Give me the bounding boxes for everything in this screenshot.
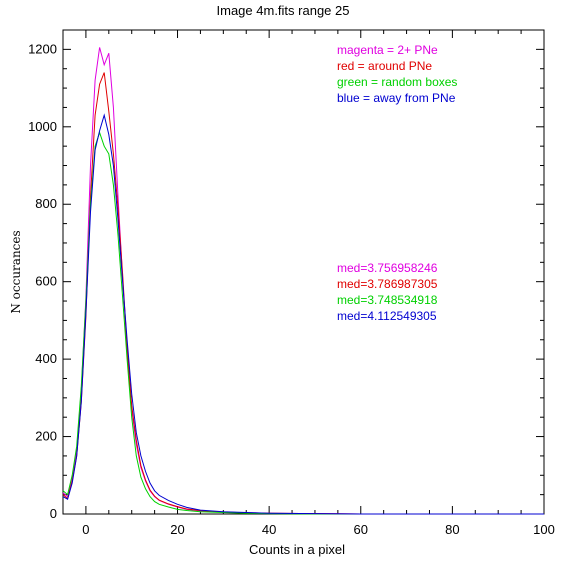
legend: magenta = 2+ PNe red = around PNe green = … bbox=[337, 43, 457, 105]
y-tick-label: 600 bbox=[35, 274, 57, 289]
series-lines bbox=[62, 47, 544, 515]
median-label: med=3.748534918 bbox=[337, 293, 438, 307]
x-tick-label: 100 bbox=[533, 522, 555, 537]
x-tick-label: 40 bbox=[262, 522, 276, 537]
series-line-3 bbox=[62, 113, 544, 515]
legend-entry: red = around PNe bbox=[337, 59, 432, 73]
x-tick-label: 0 bbox=[82, 522, 89, 537]
chart-title: Image 4m.fits range 25 bbox=[217, 3, 350, 18]
y-tick-label: 1200 bbox=[28, 41, 57, 56]
plot-frame bbox=[62, 29, 545, 515]
legend-entry: green = random boxes bbox=[337, 75, 457, 89]
x-tick-label: 60 bbox=[354, 522, 368, 537]
median-label: med=4.112549305 bbox=[337, 309, 437, 323]
y-axis-ticks: 0 200 400 600 800 1000 1200 bbox=[28, 29, 544, 521]
x-tick-label: 80 bbox=[445, 522, 459, 537]
y-tick-label: 800 bbox=[35, 196, 57, 211]
median-label: med=3.756958246 bbox=[337, 261, 438, 275]
x-tick-label: 20 bbox=[170, 522, 184, 537]
median-labels: med=3.756958246 med=3.786987305 med=3.7485… bbox=[337, 261, 438, 323]
median-label: med=3.786987305 bbox=[337, 277, 438, 291]
legend-entry: blue = away from PNe bbox=[337, 91, 456, 105]
x-axis-ticks: 0 20 40 60 80 100 bbox=[62, 30, 555, 537]
y-tick-label: 400 bbox=[35, 351, 57, 366]
series-line-2 bbox=[62, 131, 544, 515]
x-axis-label: Counts in a pixel bbox=[249, 542, 345, 557]
legend-entry: magenta = 2+ PNe bbox=[337, 43, 438, 57]
y-tick-label: 1000 bbox=[28, 119, 57, 134]
y-tick-label: 200 bbox=[35, 429, 57, 444]
y-axis-label: N occurances bbox=[9, 230, 23, 313]
y-tick-label: 0 bbox=[50, 506, 57, 521]
